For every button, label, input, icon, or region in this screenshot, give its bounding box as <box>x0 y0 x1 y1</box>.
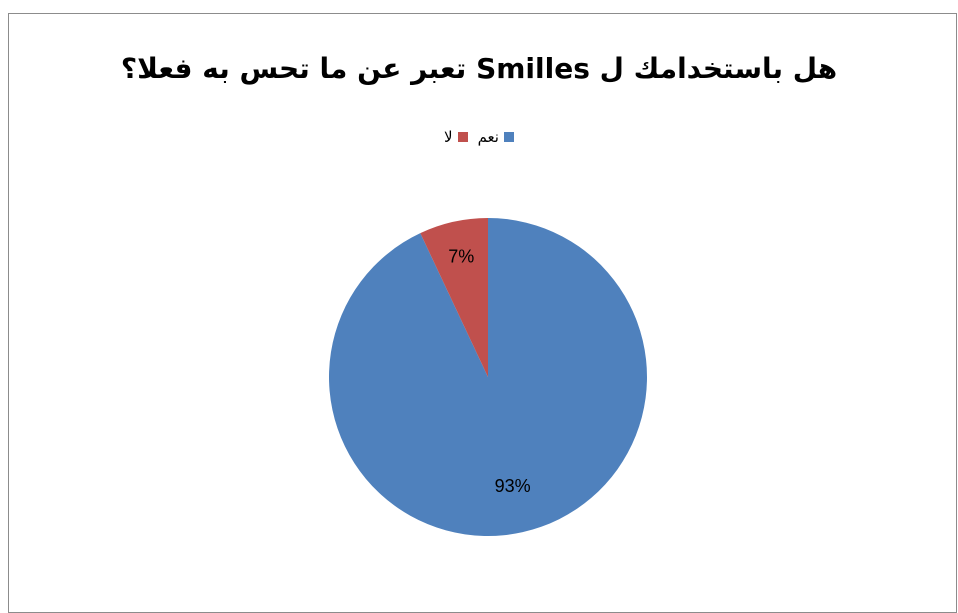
legend-item-yes: نعم <box>478 128 514 146</box>
legend-label-yes: نعم <box>477 128 499 146</box>
legend-label-no: لا <box>444 128 453 146</box>
legend-item-no: لا <box>444 128 468 146</box>
pie-slice-yes <box>328 218 647 536</box>
pie-slices <box>328 218 647 536</box>
chart-title: هل باستخدامك ل Smilles تعبر عن ما تحس به… <box>120 52 838 85</box>
legend-swatch-no <box>457 132 468 142</box>
pie-chart: 93% 7% <box>328 218 647 536</box>
pie-label-yes: 93% <box>495 476 531 496</box>
legend: نعم لا <box>0 128 958 146</box>
pie-labels: 93% 7% <box>448 246 530 496</box>
legend-swatch-yes <box>503 132 514 142</box>
pie-slice-no <box>420 218 488 377</box>
pie-label-no: 7% <box>448 246 474 266</box>
